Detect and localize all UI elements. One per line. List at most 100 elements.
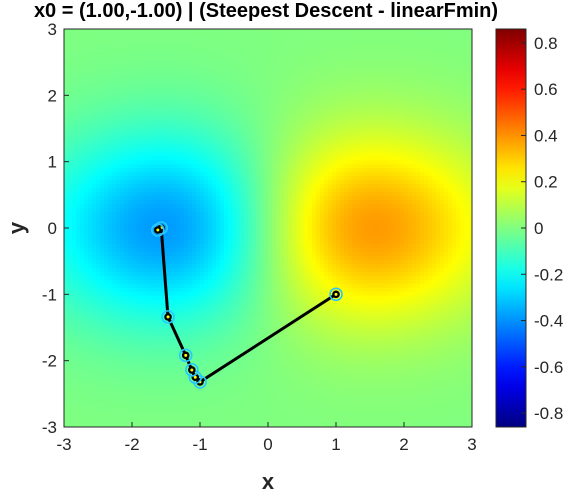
heatmap-cell <box>400 172 405 177</box>
heatmap-cell <box>232 144 237 149</box>
heatmap-cell <box>404 125 409 130</box>
chart-title: x0 = (1.00,-1.00) | (Steepest Descent - … <box>34 0 498 22</box>
heatmap-cell <box>120 121 125 126</box>
heatmap-cell <box>400 132 405 137</box>
heatmap-cell <box>456 29 461 34</box>
heatmap-cell <box>184 204 189 209</box>
heatmap-cell <box>296 45 301 50</box>
heatmap-cell <box>372 160 377 165</box>
heatmap-cell <box>388 148 393 153</box>
heatmap-cell <box>276 53 281 58</box>
heatmap-cell <box>328 73 333 78</box>
heatmap-cell <box>456 132 461 137</box>
heatmap-cell <box>404 160 409 165</box>
heatmap-cell <box>352 121 357 126</box>
heatmap-cell <box>116 164 121 169</box>
heatmap-cell <box>316 45 321 50</box>
heatmap-cell <box>128 65 133 70</box>
heatmap-cell <box>412 220 417 225</box>
heatmap-cell <box>360 49 365 54</box>
heatmap-cell <box>340 152 345 157</box>
heatmap-cell <box>112 53 117 58</box>
heatmap-cell <box>88 136 93 141</box>
heatmap-cell <box>96 65 101 70</box>
heatmap-cell <box>224 33 229 38</box>
heatmap-cell <box>400 53 405 58</box>
heatmap-cell <box>92 152 97 157</box>
heatmap-cell <box>300 57 305 62</box>
heatmap-cell <box>408 196 413 201</box>
heatmap-cell <box>168 29 173 34</box>
heatmap-cell <box>232 81 237 86</box>
heatmap-cell <box>420 180 425 185</box>
heatmap-cell <box>104 81 109 86</box>
heatmap-cell <box>156 156 161 161</box>
heatmap-cell <box>72 144 77 149</box>
heatmap-cell <box>148 33 153 38</box>
heatmap-cell <box>412 200 417 205</box>
heatmap-cell <box>164 45 169 50</box>
heatmap-cell <box>172 109 177 114</box>
heatmap-cell <box>108 184 113 189</box>
heatmap-cell <box>196 41 201 46</box>
heatmap-cell <box>448 172 453 177</box>
heatmap-cell <box>324 61 329 66</box>
heatmap-cell <box>136 117 141 122</box>
heatmap-cell <box>208 77 213 82</box>
heatmap-cell <box>400 212 405 217</box>
heatmap-cell <box>464 196 469 201</box>
heatmap-cell <box>128 85 133 90</box>
heatmap-cell <box>148 196 153 201</box>
heatmap-cell <box>116 220 121 225</box>
heatmap-cell <box>304 125 309 130</box>
heatmap-cell <box>240 132 245 137</box>
heatmap-cell <box>396 164 401 169</box>
heatmap-cell <box>320 85 325 90</box>
heatmap-cell <box>404 140 409 145</box>
heatmap-cell <box>424 125 429 130</box>
heatmap-cell <box>352 73 357 78</box>
heatmap-cell <box>380 129 385 134</box>
heatmap-cell <box>432 77 437 82</box>
heatmap-cell <box>328 85 333 90</box>
heatmap-cell <box>400 37 405 42</box>
heatmap-cell <box>384 196 389 201</box>
heatmap-cell <box>388 33 393 38</box>
heatmap-cell <box>140 156 145 161</box>
heatmap-cell <box>444 164 449 169</box>
heatmap-cell <box>336 180 341 185</box>
heatmap-cell <box>72 41 77 46</box>
heatmap-cell <box>80 140 85 145</box>
heatmap-cell <box>276 220 281 225</box>
heatmap-cell <box>176 65 181 70</box>
heatmap-cell <box>284 81 289 86</box>
heatmap-cell <box>104 33 109 38</box>
heatmap-cell <box>68 53 73 58</box>
heatmap-cell <box>240 113 245 118</box>
heatmap-cell <box>400 196 405 201</box>
heatmap-cell <box>448 121 453 126</box>
heatmap-cell <box>432 204 437 209</box>
heatmap-cell <box>84 49 89 54</box>
heatmap-cell <box>168 208 173 213</box>
heatmap-cell <box>380 136 385 141</box>
heatmap-cell <box>292 140 297 145</box>
heatmap-cell <box>160 81 165 86</box>
heatmap-cell <box>312 132 317 137</box>
heatmap-cell <box>376 164 381 169</box>
heatmap-cell <box>412 45 417 50</box>
heatmap-cell <box>76 129 81 134</box>
heatmap-cell <box>88 212 93 217</box>
heatmap-cell <box>324 136 329 141</box>
heatmap-cell <box>352 125 357 130</box>
heatmap-cell <box>124 37 129 42</box>
heatmap-cell <box>444 61 449 66</box>
heatmap-cell <box>360 160 365 165</box>
heatmap-cell <box>464 148 469 153</box>
heatmap-cell <box>428 89 433 94</box>
heatmap-cell <box>396 196 401 201</box>
heatmap-cell <box>368 168 373 173</box>
heatmap-cell <box>128 125 133 130</box>
heatmap-cell <box>380 33 385 38</box>
heatmap-cell <box>392 176 397 181</box>
